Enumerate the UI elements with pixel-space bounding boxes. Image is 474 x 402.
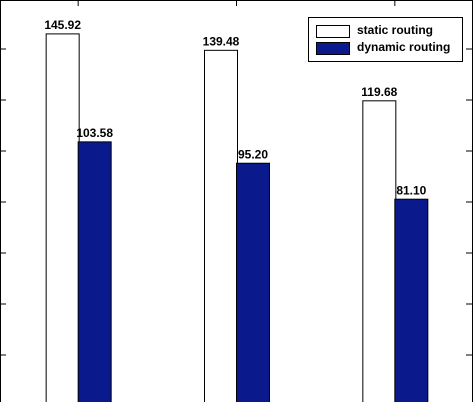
bar <box>236 162 270 402</box>
bar <box>45 33 80 402</box>
data-label: 139.48 <box>203 34 240 48</box>
data-label: 145.92 <box>44 18 81 32</box>
bar <box>362 100 397 402</box>
legend-label: static routing <box>357 23 433 37</box>
legend-label: dynamic routing <box>357 40 450 54</box>
bar <box>204 49 238 402</box>
data-label: 95.20 <box>238 147 268 161</box>
data-label: 81.10 <box>396 183 426 197</box>
legend-swatch <box>316 25 350 38</box>
data-label: 103.58 <box>76 126 113 140</box>
bar <box>394 198 429 402</box>
data-label: 119.68 <box>361 85 397 99</box>
legend-swatch <box>316 42 350 55</box>
bar <box>77 141 112 402</box>
